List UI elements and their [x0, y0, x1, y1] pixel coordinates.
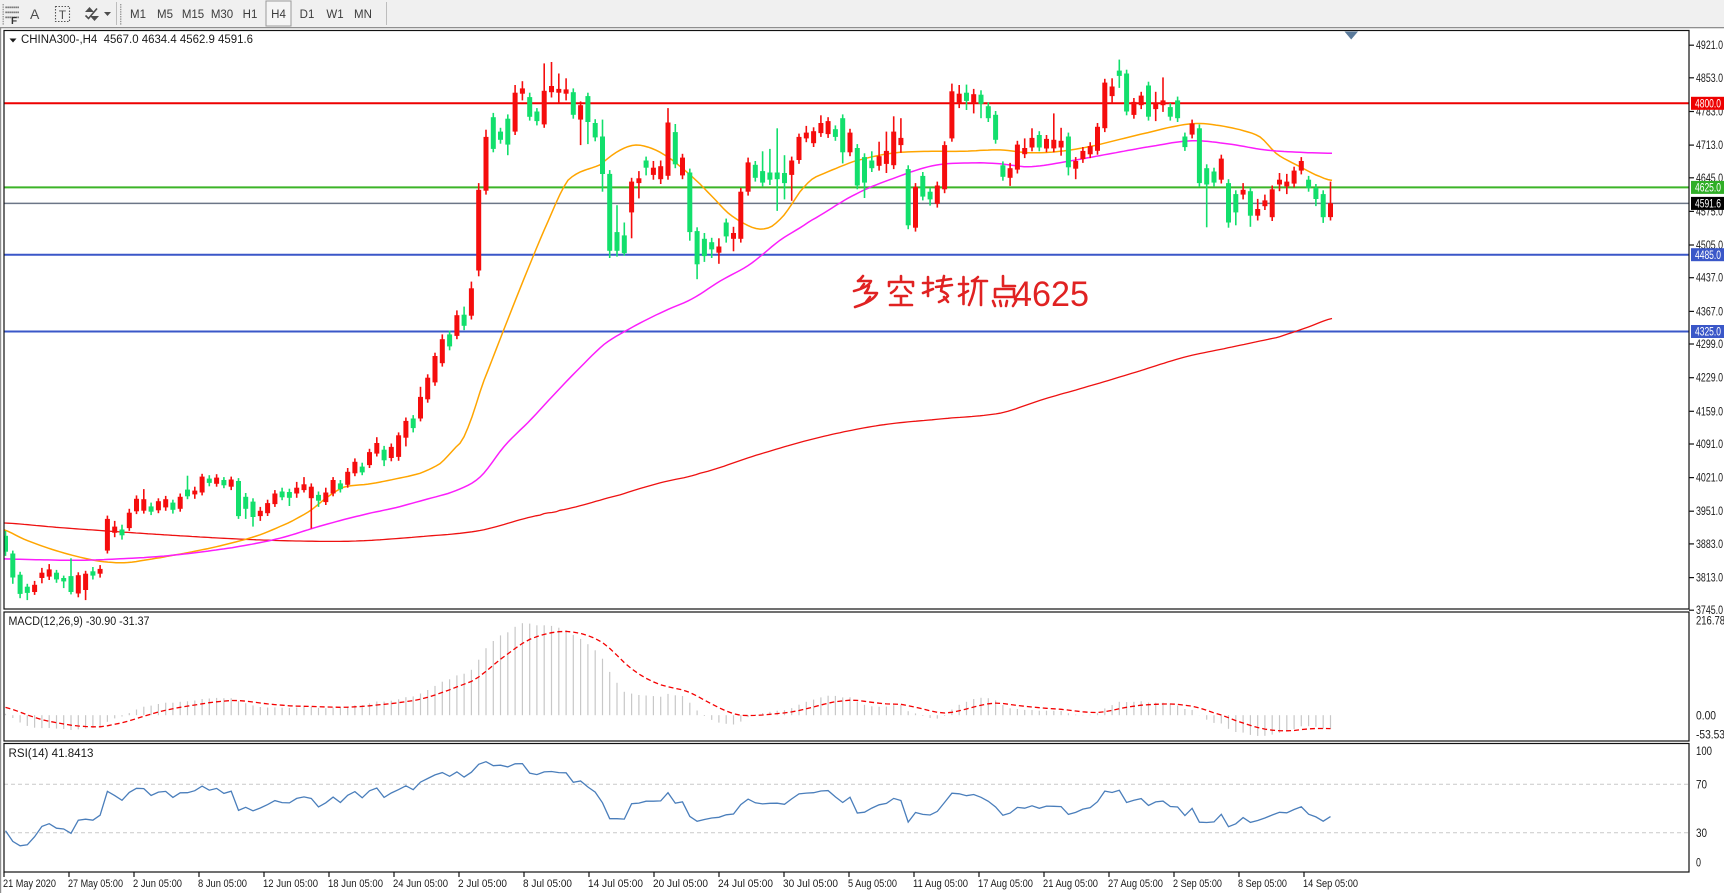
svg-text:4367.0: 4367.0	[1696, 306, 1723, 318]
svg-text:MN: MN	[354, 9, 372, 21]
svg-text:M1: M1	[130, 9, 146, 21]
svg-text:18 Jun 05:00: 18 Jun 05:00	[328, 878, 383, 890]
svg-text:0: 0	[1696, 857, 1701, 869]
svg-text:12 Jun 05:00: 12 Jun 05:00	[263, 878, 318, 890]
svg-text:4325.0: 4325.0	[1695, 327, 1721, 339]
svg-text:3745.0: 3745.0	[1696, 605, 1723, 617]
svg-text:D1: D1	[300, 9, 315, 21]
svg-text:14 Sep 05:00: 14 Sep 05:00	[1303, 878, 1358, 890]
svg-text:17 Aug 05:00: 17 Aug 05:00	[978, 878, 1033, 890]
svg-text:4713.0: 4713.0	[1696, 140, 1723, 152]
svg-text:M15: M15	[182, 9, 204, 21]
svg-text:24 Jun 05:00: 24 Jun 05:00	[393, 878, 448, 890]
svg-text:4800.0: 4800.0	[1695, 99, 1721, 111]
svg-text:21 Aug 05:00: 21 Aug 05:00	[1043, 878, 1098, 890]
svg-text:4091.0: 4091.0	[1696, 439, 1723, 451]
svg-text:70: 70	[1696, 780, 1707, 792]
svg-text:RSI(14) 41.8413: RSI(14) 41.8413	[9, 748, 94, 760]
svg-text:T: T	[59, 8, 67, 22]
svg-text:2 Sep 05:00: 2 Sep 05:00	[1173, 878, 1222, 890]
svg-text:3883.0: 3883.0	[1696, 539, 1723, 551]
svg-text:MACD(12,26,9) -30.90 -31.37: MACD(12,26,9) -30.90 -31.37	[9, 616, 150, 628]
svg-text:216.78: 216.78	[1696, 616, 1724, 628]
svg-text:14 Jul 05:00: 14 Jul 05:00	[588, 878, 643, 890]
svg-text:2 Jul 05:00: 2 Jul 05:00	[458, 878, 507, 890]
svg-text:4921.0: 4921.0	[1696, 40, 1723, 52]
svg-text:30: 30	[1696, 828, 1707, 840]
svg-text:M30: M30	[211, 9, 233, 21]
svg-text:3813.0: 3813.0	[1696, 573, 1723, 585]
svg-text:3951.0: 3951.0	[1696, 506, 1723, 518]
svg-text:-53.53: -53.53	[1696, 730, 1724, 742]
svg-text:27 May 05:00: 27 May 05:00	[68, 878, 123, 890]
svg-text:20 Jul 05:00: 20 Jul 05:00	[653, 878, 708, 890]
svg-text:8 Sep 05:00: 8 Sep 05:00	[1238, 878, 1287, 890]
svg-text:4021.0: 4021.0	[1696, 473, 1723, 485]
svg-text:4625.0: 4625.0	[1695, 183, 1721, 195]
svg-text:4853.0: 4853.0	[1696, 73, 1723, 85]
svg-text:5 Aug 05:00: 5 Aug 05:00	[848, 878, 897, 890]
svg-text:8 Jun 05:00: 8 Jun 05:00	[198, 878, 247, 890]
svg-text:H1: H1	[243, 9, 258, 21]
svg-text:A: A	[30, 6, 40, 22]
svg-text:100: 100	[1696, 746, 1712, 758]
svg-text:30 Jul 05:00: 30 Jul 05:00	[783, 878, 838, 890]
svg-text:4299.0: 4299.0	[1696, 339, 1723, 351]
svg-text:H4: H4	[271, 9, 286, 21]
svg-text:27 Aug 05:00: 27 Aug 05:00	[1108, 878, 1163, 890]
svg-text:4437.0: 4437.0	[1696, 273, 1723, 285]
svg-text:4159.0: 4159.0	[1696, 406, 1723, 418]
svg-text:M5: M5	[157, 9, 173, 21]
svg-text:4229.0: 4229.0	[1696, 373, 1723, 385]
svg-text:24 Jul 05:00: 24 Jul 05:00	[718, 878, 773, 890]
svg-text:2 Jun 05:00: 2 Jun 05:00	[133, 878, 182, 890]
svg-text:4591.6: 4591.6	[1695, 199, 1721, 211]
svg-text:F: F	[11, 16, 17, 27]
svg-text:0.00: 0.00	[1696, 710, 1716, 722]
svg-text:W1: W1	[326, 9, 343, 21]
svg-text:4625: 4625	[1013, 275, 1089, 314]
svg-text:CHINA300-,H4 4567.0 4634.4 45: CHINA300-,H4 4567.0 4634.4 4562.9 4591.6	[21, 34, 253, 46]
svg-text:11 Aug 05:00: 11 Aug 05:00	[913, 878, 968, 890]
svg-text:21 May 2020: 21 May 2020	[3, 878, 56, 890]
svg-text:8 Jul 05:00: 8 Jul 05:00	[523, 878, 572, 890]
svg-text:4485.0: 4485.0	[1695, 250, 1721, 262]
